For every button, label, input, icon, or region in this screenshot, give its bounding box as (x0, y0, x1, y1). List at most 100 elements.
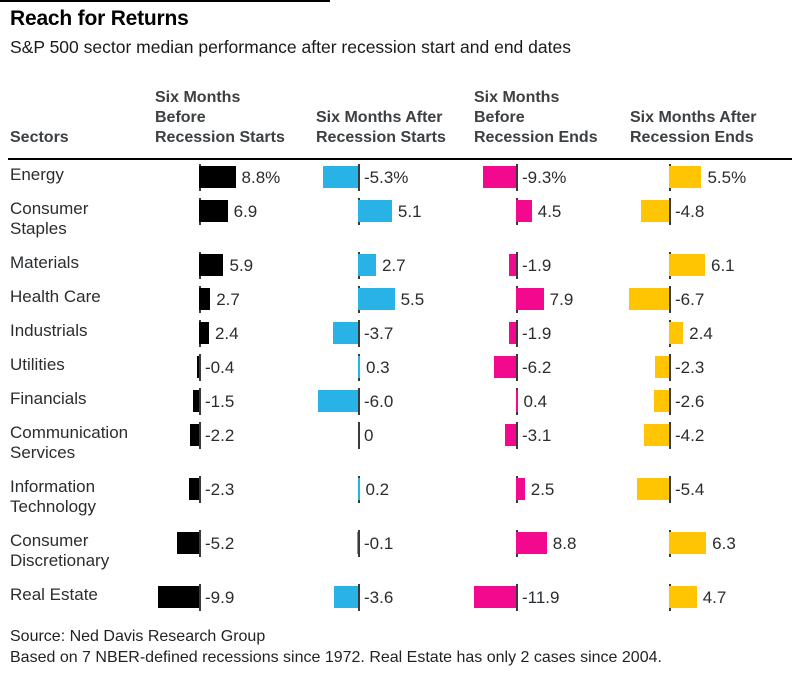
column-header: Six Months After Recession Ends (630, 109, 757, 146)
value-label: -2.6 (675, 392, 705, 411)
bar-cell: 8.8% (145, 163, 306, 197)
value-label: -0.1 (364, 534, 394, 553)
value-label: -9.3% (522, 168, 567, 187)
bar-cell: 2.5 (464, 475, 621, 529)
bar-cell: -6.7 (621, 285, 805, 319)
bar (358, 478, 360, 500)
chart-subtitle: S&P 500 sector median performance after … (10, 37, 571, 57)
bar (197, 356, 199, 378)
sector-row: Utilities -0.4 0.3 -6.2 -2.3 (0, 353, 805, 387)
value-label: 6.1 (710, 256, 735, 275)
sector-row: Communication Services -2.2 0 -3.1 -4.2 (0, 421, 805, 475)
bar (358, 288, 395, 310)
value-label: -1.9 (522, 324, 552, 343)
bar (516, 200, 532, 222)
bar-cell: -4.8 (621, 197, 805, 251)
bar-cell: -0.1 (306, 529, 464, 583)
zero-baseline (669, 286, 671, 313)
bar-cell: -11.9 (464, 583, 621, 617)
zero-baseline (199, 476, 201, 503)
bar (629, 288, 669, 310)
bar (516, 532, 547, 554)
value-label: 5.9 (229, 256, 254, 275)
zero-baseline (669, 476, 671, 503)
value-label: -1.9 (522, 256, 552, 275)
sector-label: Industrials (10, 321, 88, 340)
bar (640, 200, 669, 222)
value-label: -2.3 (675, 358, 705, 377)
bar-cell: 0 (306, 421, 464, 475)
bar (333, 322, 358, 344)
sector-label: Information Technology (10, 477, 97, 516)
bar (322, 166, 358, 188)
value-label: -4.2 (675, 426, 705, 445)
value-label: 0 (364, 426, 374, 445)
bar-cell: 8.8 (464, 529, 621, 583)
bar-cell: -6.2 (464, 353, 621, 387)
sectors-column-header: Sectors (10, 129, 69, 146)
bar (669, 254, 705, 276)
sector-row: Health Care 2.7 5.5 7.9 -6.7 (0, 285, 805, 319)
value-label: -6.2 (522, 358, 552, 377)
bar-cell: -2.3 (145, 475, 306, 529)
zero-baseline (516, 164, 518, 191)
sector-label: Consumer Staples (10, 199, 89, 238)
bar (494, 356, 516, 378)
bar (669, 586, 697, 608)
zero-baseline (358, 584, 360, 611)
bar-cell: -2.6 (621, 387, 805, 421)
value-label: 2.5 (530, 480, 555, 499)
bar-cell: 5.5% (621, 163, 805, 197)
sector-row: Real Estate -9.9 -3.6 -11.9 4.7 (0, 583, 805, 617)
bar-cell: -2.2 (145, 421, 306, 475)
bar (653, 390, 669, 412)
bar (637, 478, 669, 500)
bar (199, 288, 211, 310)
bar-cell: 7.9 (464, 285, 621, 319)
value-label: -2.3 (205, 480, 235, 499)
source-text: Source: Ned Davis Research Group (10, 628, 266, 645)
zero-baseline (516, 320, 518, 347)
sector-label: Real Estate (10, 585, 98, 604)
zero-baseline (669, 422, 671, 449)
bar (516, 390, 518, 412)
zero-baseline (669, 198, 671, 225)
bar-cell: -5.2 (145, 529, 306, 583)
value-label: 7.9 (549, 290, 574, 309)
value-label: -6.7 (675, 290, 705, 309)
bar-cell: 5.5 (306, 285, 464, 319)
value-label: -5.4 (675, 480, 705, 499)
chart-title: Reach for Returns (10, 7, 189, 30)
sector-row: Financials -1.5 -6.0 0.4 -2.6 (0, 387, 805, 421)
bar-cell: -4.2 (621, 421, 805, 475)
bar (516, 288, 544, 310)
sector-label: Energy (10, 165, 64, 184)
zero-baseline (199, 354, 201, 381)
value-label: -3.6 (364, 588, 394, 607)
bar (189, 424, 199, 446)
column-header-band: Sectors Six Months Before Recession Star… (0, 0, 805, 158)
bar-cell: -3.7 (306, 319, 464, 353)
top-rule (0, 0, 330, 2)
value-label: 6.9 (233, 202, 258, 221)
bar-cell: -1.9 (464, 319, 621, 353)
bar (669, 166, 702, 188)
bar (358, 254, 376, 276)
value-label: 0.4 (523, 392, 548, 411)
zero-baseline (516, 354, 518, 381)
bar (509, 254, 516, 276)
bar-cell: -9.9 (145, 583, 306, 617)
bar-cell: 5.9 (145, 251, 306, 285)
bar-cell: -3.6 (306, 583, 464, 617)
bar (669, 532, 707, 554)
value-label: 0.3 (365, 358, 390, 377)
bar-cell: 5.1 (306, 197, 464, 251)
value-label: 5.5% (707, 168, 747, 187)
zero-baseline (358, 388, 360, 415)
value-label: 2.7 (381, 256, 406, 275)
bar-cell: 6.9 (145, 197, 306, 251)
bar-cell: -1.9 (464, 251, 621, 285)
value-label: -3.7 (364, 324, 394, 343)
bar (358, 356, 360, 378)
